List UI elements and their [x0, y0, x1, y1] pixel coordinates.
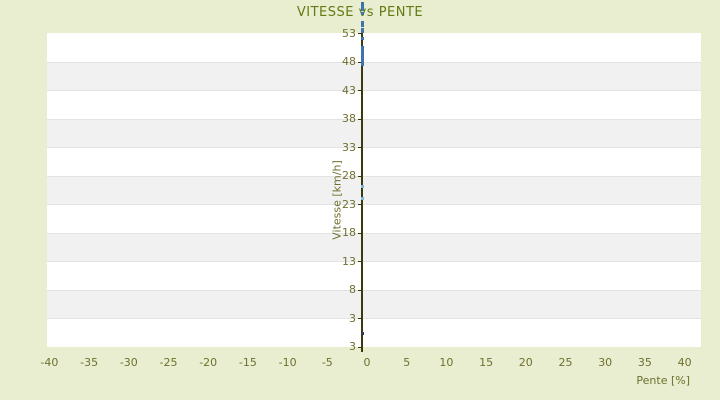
gridline [47, 232, 701, 234]
gridline [47, 289, 701, 291]
grid-band [47, 61, 701, 90]
gridline [47, 175, 701, 177]
y-axis-title: Vitesse [km/h] [330, 160, 344, 240]
grid-band [47, 175, 701, 204]
x-tick-label: -10 [278, 356, 297, 369]
x-tick-label: 0 [363, 356, 371, 369]
x-tick-label: 20 [518, 356, 533, 369]
x-tick-label: -30 [119, 356, 138, 369]
grid-band [47, 147, 701, 176]
grid-band [47, 318, 701, 347]
x-tick-label: -20 [199, 356, 218, 369]
grid-band [47, 261, 701, 290]
x-tick-label: 40 [677, 356, 692, 369]
grid-band [47, 232, 701, 261]
chart-title: VITESSE vs PENTE [296, 5, 424, 20]
x-axis-title: Pente [%] [636, 374, 690, 387]
data-point [360, 27, 364, 31]
x-tick-label: -15 [238, 356, 257, 369]
x-tick-label: 5 [403, 356, 411, 369]
x-tick-label: -40 [40, 356, 59, 369]
gridline [47, 261, 701, 262]
grid-band [47, 90, 701, 119]
grid-band [47, 118, 701, 147]
data-point [360, 24, 364, 28]
x-tick-label: 30 [598, 356, 613, 369]
x-tick-label: -35 [80, 356, 99, 369]
x-tick-label: 25 [558, 356, 573, 369]
x-tick-label: 15 [479, 356, 494, 369]
gridline [47, 90, 701, 91]
gridline [47, 147, 701, 148]
gridline [47, 61, 701, 63]
grid-band [47, 204, 701, 233]
x-tick-label: -25 [159, 356, 178, 369]
x-tick-label: -5 [321, 356, 333, 369]
gridline [47, 118, 701, 120]
x-tick-label: 10 [439, 356, 454, 369]
data-point [360, 21, 364, 25]
grid-band [47, 289, 701, 318]
grid-band [47, 33, 701, 62]
plot-area [47, 33, 701, 347]
gridline [47, 318, 701, 319]
x-tick-label: 35 [637, 356, 652, 369]
gridline [47, 204, 701, 205]
